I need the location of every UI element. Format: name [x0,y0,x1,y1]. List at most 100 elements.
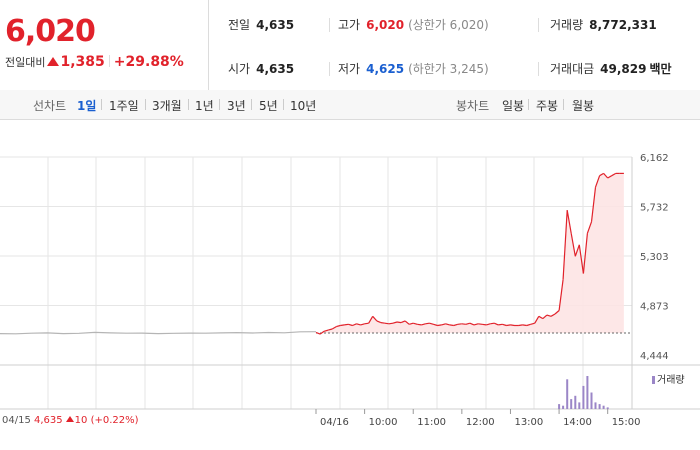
price-segment [368,315,374,324]
price-box: 6,020 전일대비 1,385 +29.88% [0,0,209,90]
price-segment [388,322,394,325]
volume-bar [602,405,605,409]
price-segment [582,233,588,274]
stat-high: 고가 6,020 (상한가 6,020) [338,16,489,33]
prev-day-price: 4,635 [34,415,63,426]
y-tick-label: 4,873 [640,302,669,313]
price-segment [566,210,572,234]
price-segment [392,321,398,324]
price-segment [469,322,475,326]
price-segment [396,321,402,324]
x-tick-label: 12:00 [466,417,495,428]
stat-label: 시가 [228,62,251,76]
x-tick-label: 15:00 [612,417,641,428]
tab-daily-candle[interactable]: 일봉 [502,99,525,113]
stat-value: 4,635 [256,62,295,76]
tab-3-years[interactable]: 3년 [227,99,246,113]
stat-value: 4,625 [366,62,405,76]
volume-bar [566,379,569,409]
stat-divider [538,62,539,76]
stat-label: 거래대금 [550,62,595,76]
price-segment [331,326,337,330]
price-segment [522,324,527,327]
y-axis-ticks: 6,162 5,732 5,303 4,873 4,444 [640,153,669,362]
volume-bar [582,385,585,409]
price-segment [352,323,357,327]
prev-day-info: 04/15 4,635 10 (+0.22%) [2,415,139,426]
price-segment [486,323,491,326]
price-segment [498,323,503,326]
tab-divider [528,99,529,110]
tab-1-year[interactable]: 1년 [195,99,214,113]
price-segment [534,315,540,324]
price-segment [506,324,511,327]
price-segment [546,314,552,317]
tab-divider [188,99,189,110]
price-segment [607,175,612,179]
tab-divider [101,99,102,110]
tab-5-years[interactable]: 5년 [259,99,278,113]
x-tick-label: 14:00 [563,417,592,428]
tab-divider [283,99,284,110]
price-segment [344,323,349,326]
price-segment [449,324,454,327]
stat-divider [329,18,330,32]
price-segment [494,322,499,326]
price-segment [457,323,462,325]
stat-unit: 백만 [649,62,672,76]
tab-1-week[interactable]: 1주일 [109,99,139,113]
tab-1-day[interactable]: 1일 [77,99,97,113]
price-segment [586,221,593,234]
price-segment [603,173,609,179]
up-arrow-icon [47,57,60,66]
stat-sub: (상한가 6,020) [408,18,489,32]
volume-bar [586,376,589,409]
tab-monthly-candle[interactable]: 월봉 [572,99,595,113]
price-segment [433,323,438,327]
volume-bar [558,404,561,410]
tab-weekly-candle[interactable]: 주봉 [536,99,559,113]
price-segment [445,323,450,326]
stat-low: 저가 4,625 (하한가 3,245) [338,60,489,77]
y-tick-label: 4,444 [640,351,669,362]
price-segment [526,323,531,327]
x-axis-ticks: 04/16 10:00 11:00 12:00 13:00 14:00 15:00 [315,409,641,428]
price-segment [558,279,564,311]
volume-legend-swatch [652,376,655,384]
stat-divider [329,62,330,76]
price-segment [518,324,523,327]
price-segment [542,314,548,320]
tab-10-years[interactable]: 10년 [290,99,317,113]
price-segment [319,330,325,335]
price-segment [599,172,604,177]
price-segment [413,322,418,325]
price-segment [409,322,414,325]
price-segment [421,323,426,326]
price-segment [538,315,544,320]
volume-bar [562,405,565,409]
tab-3-months[interactable]: 3개월 [152,99,182,113]
price-segment [611,172,617,177]
price-segment [554,310,560,315]
price-segment [380,322,385,324]
stat-label: 고가 [338,18,361,32]
volume-bar [594,402,597,409]
price-segment [384,322,389,325]
price-segment [328,328,333,331]
price-segment [372,315,378,322]
period-tabs-bar: 선차트 1일 1주일 3개월 1년 3년 5년 10년 봉차트 일봉 주봉 월봉 [0,90,700,120]
prev-day-rate: (+0.22%) [90,415,139,426]
tab-divider [251,99,252,110]
y-tick-label: 5,303 [640,252,669,263]
price-segment [360,323,365,326]
prev-day-date: 04/15 [2,415,31,426]
change-divider [108,55,110,67]
price-segment [465,322,471,325]
volume-bar [606,407,609,410]
price-segment [574,244,580,257]
candle-chart-tabs-title: 봉차트 [456,99,490,113]
stat-prev-close: 전일 4,635 [228,16,294,33]
price-segment [510,324,515,327]
price-segment [437,324,442,327]
price-segment [490,322,495,325]
